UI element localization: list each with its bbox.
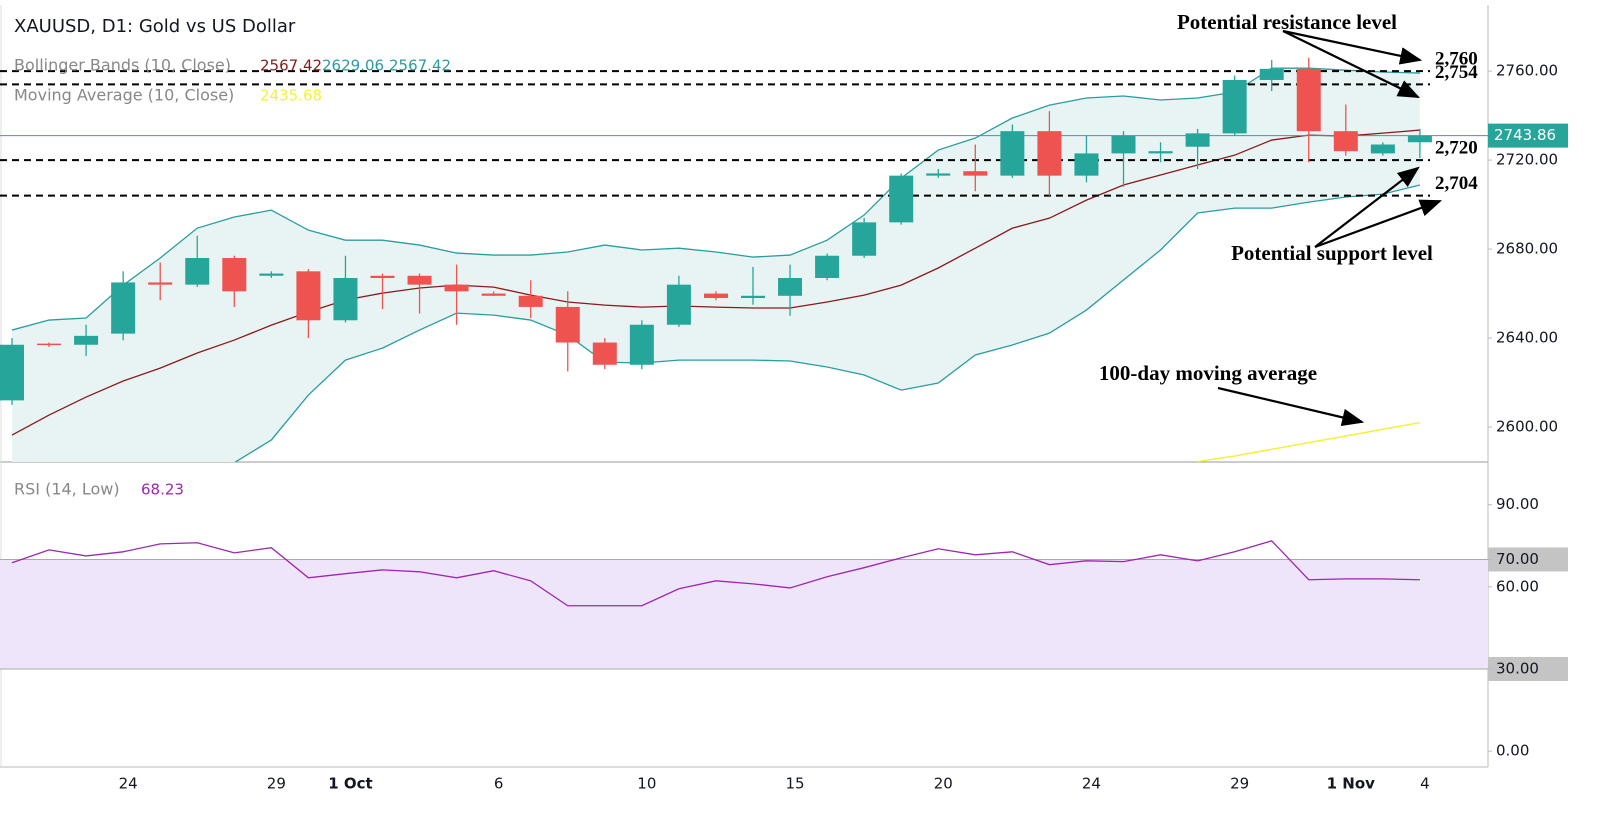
x-tick-label: 10 xyxy=(637,775,656,793)
y-tick-label: 2720.00 xyxy=(1496,151,1558,169)
rsi-tick-label: 0.00 xyxy=(1496,742,1529,760)
annotation: Potential support level xyxy=(1231,241,1433,265)
x-tick-label: 1 Nov xyxy=(1327,775,1376,793)
arrow xyxy=(1282,29,1423,65)
candle-body xyxy=(222,257,247,292)
candle-body xyxy=(370,275,395,278)
arrow xyxy=(1282,30,1420,98)
candle-body xyxy=(111,282,136,334)
candle-body xyxy=(1074,153,1099,176)
rsi-legend: RSI (14, Low) xyxy=(14,480,120,499)
candle-body xyxy=(703,293,728,299)
bb-legend-value: 2567.42 xyxy=(389,57,451,75)
candle-body xyxy=(1000,131,1025,176)
candle-body xyxy=(1148,151,1173,154)
candle-body xyxy=(926,173,951,176)
candle-body xyxy=(1037,131,1062,176)
y-tick-label: 2760.00 xyxy=(1496,62,1558,80)
annotation-arrows xyxy=(1217,29,1443,427)
rsi-band xyxy=(0,559,1488,669)
level-label: 2,720 xyxy=(1435,137,1478,158)
x-tick-label: 20 xyxy=(934,775,953,793)
main-panel xyxy=(0,57,1488,462)
candle-body xyxy=(1185,133,1210,147)
bb-legend-value: 2567.42 xyxy=(260,57,322,75)
candle-body xyxy=(1296,68,1321,132)
level-label: 2,760 xyxy=(1435,48,1478,69)
candle-body xyxy=(592,342,617,365)
rsi-tick-label: 30.00 xyxy=(1496,659,1539,677)
candle-body xyxy=(852,222,877,256)
candle-body xyxy=(629,324,654,365)
candle-body xyxy=(555,306,580,343)
candle-body xyxy=(74,335,99,345)
candle-body xyxy=(148,282,173,285)
x-tick-label: 24 xyxy=(1082,775,1101,793)
rsi-level-tag xyxy=(1488,656,1568,681)
x-tick-label: 4 xyxy=(1420,775,1430,793)
rsi-tick-label: 70.00 xyxy=(1496,550,1539,568)
annotation: 100-day moving average xyxy=(1099,361,1317,385)
candle-body xyxy=(889,175,914,223)
rsi-tick-label: 60.00 xyxy=(1496,577,1539,595)
candle-body xyxy=(1407,135,1432,143)
candle-body xyxy=(778,277,803,296)
ma-legend: Moving Average (10, Close) xyxy=(14,86,234,105)
x-tick-label: 1 Oct xyxy=(328,775,372,793)
candle-body xyxy=(1333,131,1358,152)
y-tick-label: 2680.00 xyxy=(1496,240,1558,258)
candle-body xyxy=(0,344,24,401)
candle-body xyxy=(741,295,765,299)
candle-body xyxy=(1370,144,1395,154)
x-tick-label: 29 xyxy=(267,775,286,793)
rsi-level-tag xyxy=(1488,547,1568,572)
candle-body xyxy=(296,271,321,321)
candle-body xyxy=(259,273,284,276)
candle-body xyxy=(333,277,358,321)
candle-body xyxy=(1111,135,1136,154)
x-tick-label: 6 xyxy=(494,775,504,793)
rsi-line xyxy=(11,540,1420,607)
last-price-tag xyxy=(1488,123,1568,148)
level-label: 2,754 xyxy=(1435,62,1478,83)
last-price-label: 2743.86 xyxy=(1494,126,1556,144)
ma-legend-value: 2435.68 xyxy=(260,87,322,105)
candle-body xyxy=(666,284,691,325)
candle-body xyxy=(815,255,840,278)
band-lower xyxy=(234,184,1421,462)
x-tick-label: 29 xyxy=(1230,775,1249,793)
chart-title: XAUUSD, D1: Gold vs US Dollar xyxy=(14,16,296,37)
band-middle xyxy=(11,129,1420,436)
candle-body xyxy=(963,171,988,176)
y-tick-label: 2640.00 xyxy=(1496,329,1558,347)
arrow xyxy=(1217,386,1365,427)
bb-legend: Bollinger Bands (10, Close) xyxy=(14,56,231,75)
band-upper xyxy=(11,67,1420,331)
band-fill xyxy=(12,68,1420,462)
rsi-panel xyxy=(0,540,1488,670)
candle-body xyxy=(37,343,62,346)
arrow xyxy=(1314,166,1420,248)
rsi-tick-label: 90.00 xyxy=(1496,495,1539,513)
level-label: 2,704 xyxy=(1435,173,1478,194)
candle-body xyxy=(407,275,432,285)
y-tick-label: 2600.00 xyxy=(1496,418,1558,436)
arrow xyxy=(1314,199,1443,249)
candle-body xyxy=(1222,79,1247,134)
bb-legend-value: 2629.06 xyxy=(322,57,384,75)
candle-body xyxy=(185,257,210,285)
candle-body xyxy=(1259,68,1284,80)
x-tick-label: 15 xyxy=(786,775,805,793)
candle-body xyxy=(518,295,543,307)
annotation: Potential resistance level xyxy=(1177,10,1397,34)
x-tick-label: 24 xyxy=(119,775,138,793)
candle-body xyxy=(444,284,469,292)
candle-body xyxy=(481,293,506,296)
rsi-legend-value: 68.23 xyxy=(141,481,184,499)
moving-average xyxy=(1197,421,1421,462)
